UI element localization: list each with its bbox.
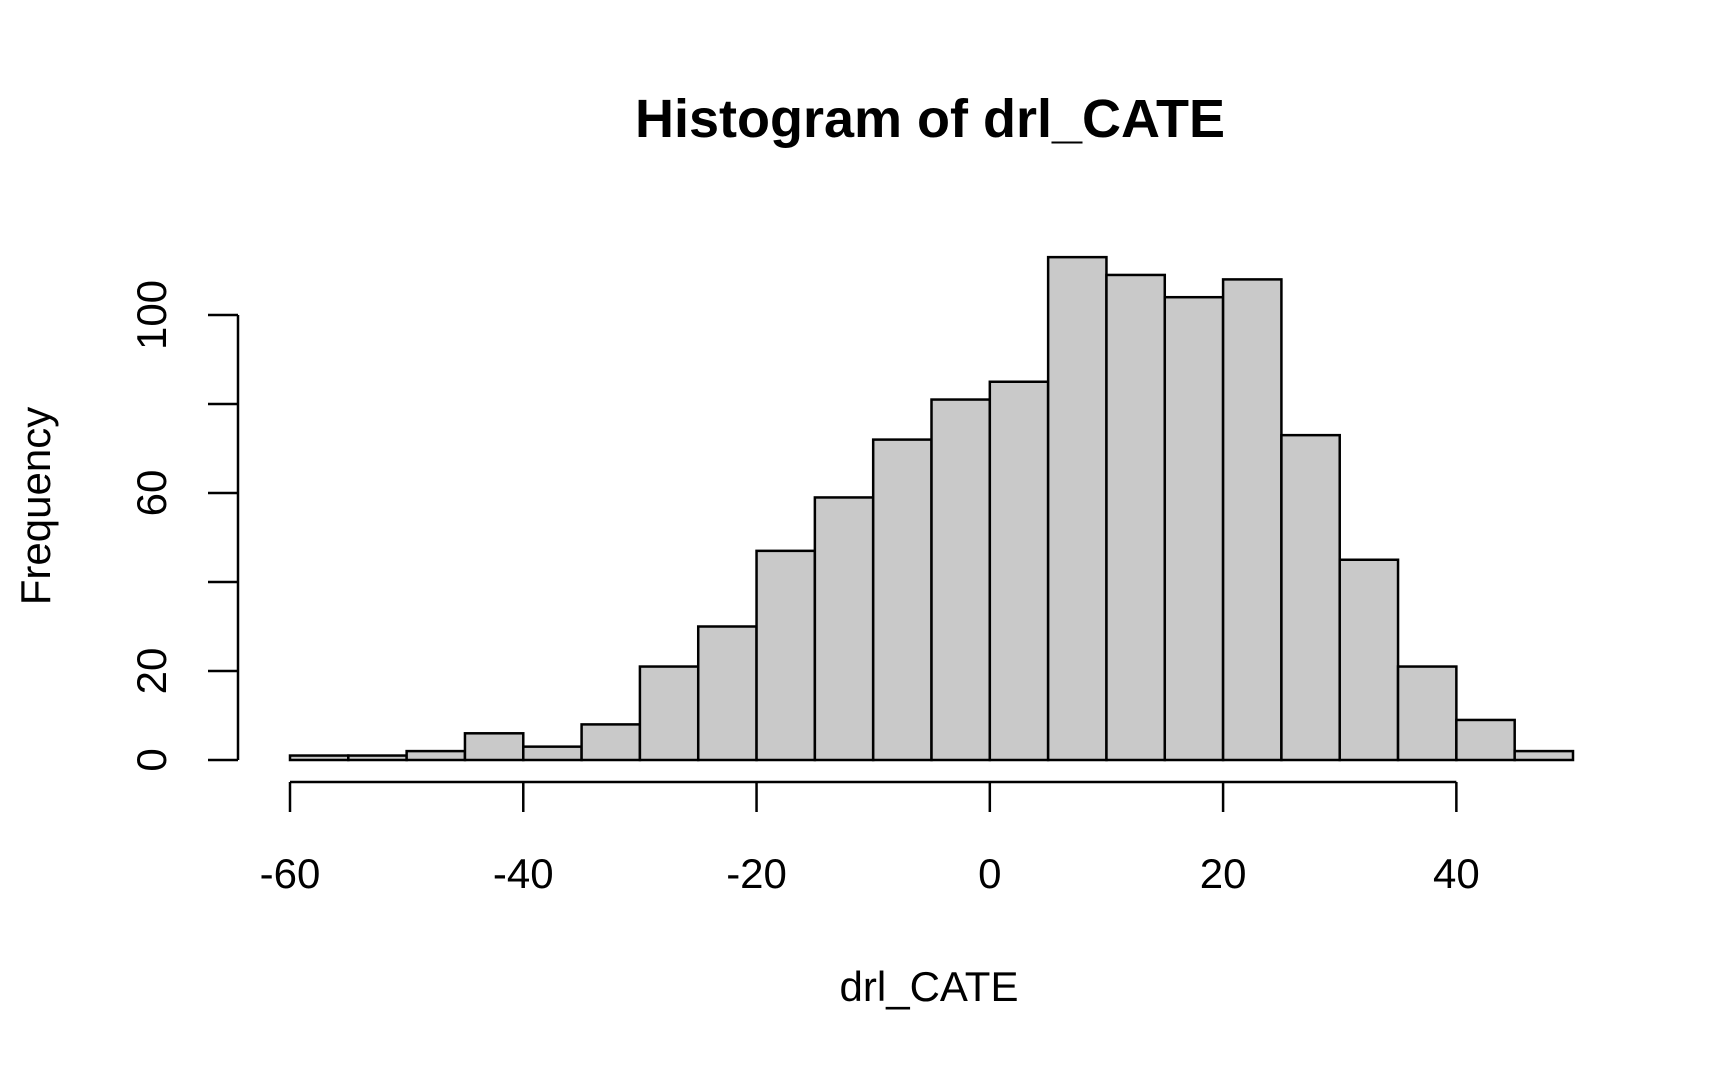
y-tick-label: 20 [128, 648, 175, 695]
y-tick-label: 60 [128, 470, 175, 517]
x-tick-label: -20 [726, 850, 787, 897]
y-tick-label: 0 [128, 748, 175, 771]
y-axis: 0 20 60 100 [128, 280, 240, 772]
histogram-bar [755, 549, 817, 762]
y-tick-label: 100 [128, 280, 175, 350]
x-tick-label: 0 [978, 850, 1001, 897]
histogram-bar [1455, 718, 1516, 762]
histogram-bar [347, 754, 408, 762]
histogram-bar [405, 749, 467, 762]
histogram-bar [1280, 433, 1341, 762]
histogram-bar [813, 496, 875, 762]
histogram-bars [288, 255, 1575, 762]
x-tick-label: -60 [260, 850, 321, 897]
x-axis-label: drl_CATE [840, 963, 1019, 1010]
histogram-bar [522, 745, 583, 762]
histogram-bar [930, 398, 992, 762]
histogram-bar [1221, 278, 1283, 762]
chart-title: Histogram of drl_CATE [635, 89, 1225, 149]
histogram-bar [638, 665, 700, 762]
histogram-bar [580, 723, 642, 762]
x-tick-label: -40 [493, 850, 554, 897]
histogram-bar [1163, 295, 1225, 762]
histogram-bar [1396, 665, 1458, 762]
x-tick-label: 20 [1200, 850, 1247, 897]
histogram-bar [1513, 749, 1575, 762]
x-axis: -60 -40 -20 0 20 40 [260, 780, 1480, 897]
x-tick-label: 40 [1433, 850, 1480, 897]
histogram-bar [696, 625, 758, 762]
y-axis-label: Frequency [12, 407, 59, 605]
histogram-bar [288, 754, 350, 762]
histogram-bar [1105, 273, 1167, 762]
histogram-bar [1046, 255, 1108, 762]
histogram-bar [988, 380, 1050, 762]
histogram-bar [871, 438, 933, 762]
histogram-bar [1338, 558, 1400, 762]
histogram-bar [463, 732, 525, 762]
